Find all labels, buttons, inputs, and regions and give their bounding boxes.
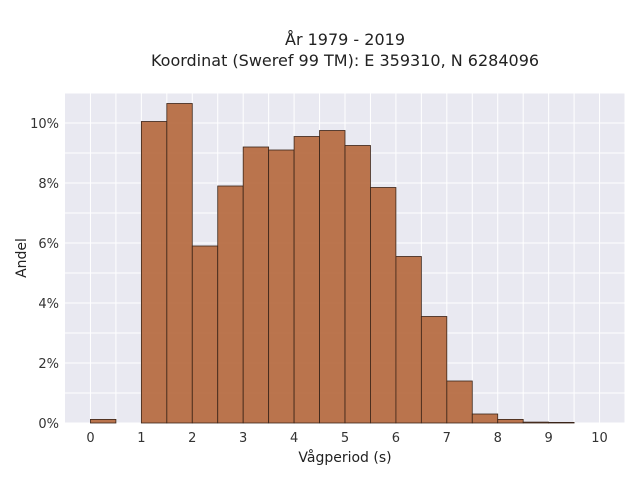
y-tick-label: 4% <box>38 297 59 312</box>
histogram-bar <box>548 421 575 424</box>
x-axis-label: Vågperiod (s) <box>298 449 391 466</box>
x-tick-label: 10 <box>591 431 608 446</box>
histogram-bar <box>395 256 422 424</box>
y-tick-label: 2% <box>38 357 59 372</box>
bars <box>90 103 575 424</box>
y-axis-ticks: 0% 2% 4% 6% 8% 10% <box>30 117 59 432</box>
x-tick-label: 1 <box>137 431 145 446</box>
y-tick-label: 10% <box>30 117 59 132</box>
histogram-bar <box>446 380 473 424</box>
histogram-bar <box>217 185 244 424</box>
x-tick-label: 6 <box>392 431 400 446</box>
histogram-bar <box>140 121 168 424</box>
chart-title-line-2: Koordinat (Sweref 99 TM): E 359310, N 62… <box>151 51 539 70</box>
histogram-bar <box>319 130 346 424</box>
x-tick-label: 3 <box>239 431 247 446</box>
x-tick-label: 8 <box>494 431 502 446</box>
chart-title-line-1: År 1979 - 2019 <box>285 30 405 49</box>
histogram-bar <box>191 245 219 424</box>
histogram-bar <box>420 316 448 424</box>
x-tick-label: 9 <box>544 431 552 446</box>
histogram-bar <box>268 149 295 424</box>
y-tick-label: 0% <box>38 417 59 432</box>
histogram-bar <box>90 418 117 424</box>
histogram-bar <box>344 145 371 424</box>
histogram-bar <box>166 103 193 424</box>
histogram-bar <box>370 187 397 424</box>
x-tick-label: 4 <box>290 431 298 446</box>
x-tick-label: 5 <box>341 431 349 446</box>
y-tick-label: 8% <box>38 177 59 192</box>
histogram-bar <box>497 418 524 424</box>
y-axis-label: Andel <box>14 238 30 278</box>
x-tick-label: 2 <box>188 431 196 446</box>
histogram-bar <box>471 413 499 424</box>
histogram-bar <box>522 421 550 424</box>
x-tick-label: 7 <box>443 431 451 446</box>
histogram-bar <box>293 136 320 424</box>
histogram-bar <box>242 146 270 424</box>
x-tick-label: 0 <box>86 431 94 446</box>
y-tick-label: 6% <box>38 237 59 252</box>
x-axis-ticks: 0 1 2 3 4 5 6 7 8 9 10 <box>86 431 608 446</box>
